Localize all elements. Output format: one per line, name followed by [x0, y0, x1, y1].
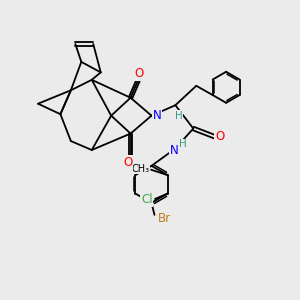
Text: N: N — [152, 109, 161, 122]
Text: H: H — [175, 111, 183, 121]
Text: Br: Br — [158, 212, 171, 225]
Text: O: O — [135, 67, 144, 80]
Text: O: O — [124, 156, 133, 169]
Text: O: O — [215, 130, 224, 143]
Text: Cl: Cl — [141, 193, 153, 206]
Text: CH₃: CH₃ — [131, 164, 150, 174]
Text: H: H — [179, 139, 187, 149]
Text: N: N — [169, 143, 178, 157]
